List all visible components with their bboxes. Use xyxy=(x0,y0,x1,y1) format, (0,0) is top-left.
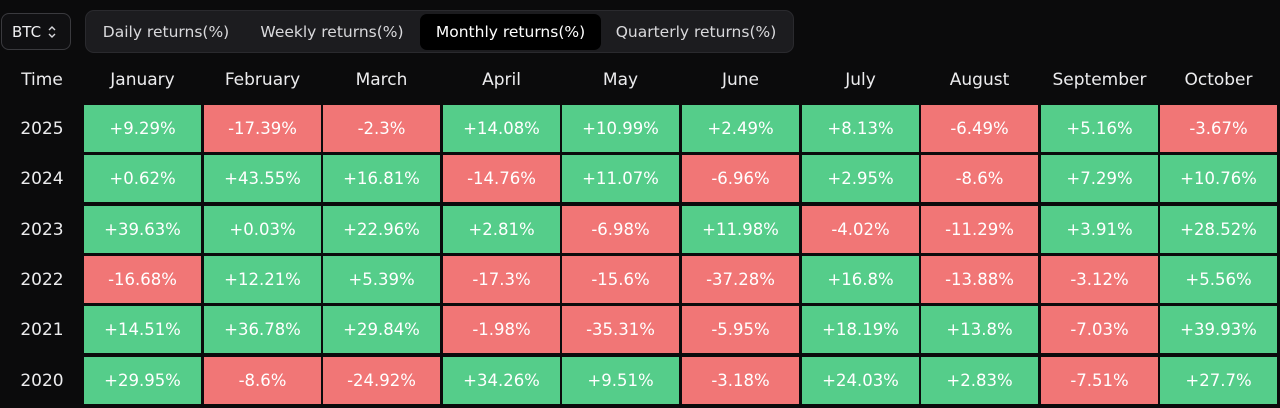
column-header-may: May xyxy=(602,70,639,90)
return-cell: -6.96% xyxy=(682,155,799,202)
return-cell: +0.03% xyxy=(204,206,321,253)
return-cell: +29.84% xyxy=(323,306,440,353)
return-cell: +2.81% xyxy=(443,206,560,253)
return-cell: +10.76% xyxy=(1160,155,1277,202)
return-cell: -5.95% xyxy=(682,306,799,353)
return-cell: +2.95% xyxy=(802,155,919,202)
column-header-september: September xyxy=(1052,70,1147,90)
return-cell: -3.67% xyxy=(1160,105,1277,152)
row-label-year: 2024 xyxy=(20,168,64,189)
return-cell: -3.12% xyxy=(1041,256,1158,303)
return-cell: -8.6% xyxy=(204,357,321,404)
return-cell: -24.92% xyxy=(323,357,440,404)
tab-daily-returns[interactable]: Daily returns(%) xyxy=(102,23,230,41)
return-cell: +3.91% xyxy=(1041,206,1158,253)
return-cell: +24.03% xyxy=(802,357,919,404)
asset-selector-value: BTC xyxy=(12,22,42,41)
tab-monthly-returns[interactable]: Monthly returns(%) xyxy=(420,14,601,50)
return-cell: -37.28% xyxy=(682,256,799,303)
row-label-year: 2023 xyxy=(20,219,64,240)
column-header-time: Time xyxy=(21,70,63,90)
return-cell: +11.98% xyxy=(682,206,799,253)
return-cell: -17.3% xyxy=(443,256,560,303)
return-cell: -3.18% xyxy=(682,357,799,404)
return-cell: +11.07% xyxy=(562,155,679,202)
column-header-february: February xyxy=(224,70,301,90)
return-cell: -16.68% xyxy=(84,256,201,303)
return-cell: -8.6% xyxy=(921,155,1038,202)
row-label-year: 2022 xyxy=(20,269,64,290)
return-cell: -7.51% xyxy=(1041,357,1158,404)
return-cell: -17.39% xyxy=(204,105,321,152)
return-cell: +34.26% xyxy=(443,357,560,404)
return-cell: -6.98% xyxy=(562,206,679,253)
return-cell: +16.8% xyxy=(802,256,919,303)
return-cell: -2.3% xyxy=(323,105,440,152)
column-header-january: January xyxy=(110,70,175,90)
return-cell: +2.49% xyxy=(682,105,799,152)
tab-weekly-returns[interactable]: Weekly returns(%) xyxy=(260,23,404,41)
returns-tab-group: Daily returns(%) Weekly returns(%) Month… xyxy=(85,10,794,53)
return-cell: +14.08% xyxy=(443,105,560,152)
return-cell: -1.98% xyxy=(443,306,560,353)
row-label-year: 2025 xyxy=(20,118,64,139)
return-cell: +9.51% xyxy=(562,357,679,404)
column-header-july: July xyxy=(845,70,876,90)
return-cell: +5.16% xyxy=(1041,105,1158,152)
column-header-april: April xyxy=(482,70,521,90)
return-cell: +7.29% xyxy=(1041,155,1158,202)
return-cell: +39.93% xyxy=(1160,306,1277,353)
return-cell: +2.83% xyxy=(921,357,1038,404)
return-cell: -4.02% xyxy=(802,206,919,253)
return-cell: +13.8% xyxy=(921,306,1038,353)
column-header-august: August xyxy=(949,70,1010,90)
return-cell: +5.39% xyxy=(323,256,440,303)
return-cell: -6.49% xyxy=(921,105,1038,152)
return-cell: +18.19% xyxy=(802,306,919,353)
return-cell: +36.78% xyxy=(204,306,321,353)
column-header-march: March xyxy=(355,70,408,90)
column-header-october: October xyxy=(1184,70,1253,90)
asset-selector[interactable]: BTC xyxy=(1,13,71,50)
return-cell: +0.62% xyxy=(84,155,201,202)
return-cell: -13.88% xyxy=(921,256,1038,303)
return-cell: +12.21% xyxy=(204,256,321,303)
return-cell: +39.63% xyxy=(84,206,201,253)
return-cell: -35.31% xyxy=(562,306,679,353)
return-cell: +29.95% xyxy=(84,357,201,404)
return-cell: +5.56% xyxy=(1160,256,1277,303)
return-cell: -7.03% xyxy=(1041,306,1158,353)
return-cell: +27.7% xyxy=(1160,357,1277,404)
return-cell: +10.99% xyxy=(562,105,679,152)
return-cell: -14.76% xyxy=(443,155,560,202)
return-cell: +9.29% xyxy=(84,105,201,152)
return-cell: +22.96% xyxy=(323,206,440,253)
tab-quarterly-returns[interactable]: Quarterly returns(%) xyxy=(615,23,777,41)
return-cell: +16.81% xyxy=(323,155,440,202)
column-header-june: June xyxy=(721,70,760,90)
return-cell: +14.51% xyxy=(84,306,201,353)
return-cell: -11.29% xyxy=(921,206,1038,253)
return-cell: +43.55% xyxy=(204,155,321,202)
return-cell: +8.13% xyxy=(802,105,919,152)
toolbar: BTC Daily returns(%) Weekly returns(%) M… xyxy=(0,0,1280,60)
row-label-year: 2020 xyxy=(20,370,64,391)
row-label-year: 2021 xyxy=(20,319,64,340)
return-cell: -15.6% xyxy=(562,256,679,303)
chevron-up-down-icon xyxy=(47,24,57,40)
return-cell: +28.52% xyxy=(1160,206,1277,253)
